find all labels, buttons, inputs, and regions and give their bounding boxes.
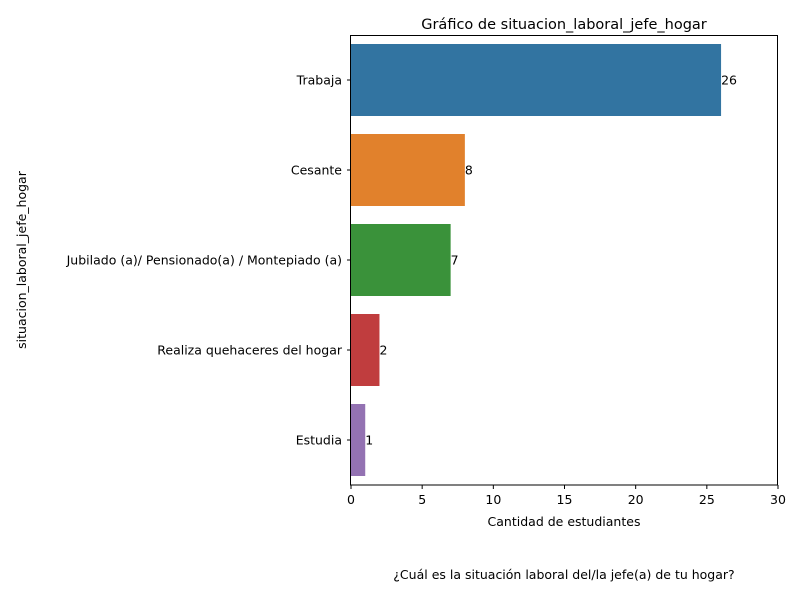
y-tick-label: Cesante [291,163,342,178]
x-tick-label: 0 [347,492,355,507]
bar-group: 26 8 7 2 1 [351,44,737,476]
y-tick-label: Trabaja [296,73,342,88]
data-label: 26 [721,73,737,88]
y-axis-label: situacion_laboral_jefe_hogar [14,170,29,349]
x-tick-label: 15 [557,492,573,507]
data-label: 8 [465,163,473,178]
y-tick-label: Jubilado (a)/ Pensionado(a) / Montepiado… [66,253,342,268]
x-tick-label: 30 [770,492,786,507]
chart-title: Gráfico de situacion_laboral_jefe_hogar [421,17,707,33]
x-tick-label: 20 [628,492,644,507]
x-axis-label: Cantidad de estudiantes [488,514,641,529]
x-tick-group: 0 5 10 15 20 25 30 [347,485,786,507]
x-tick-label: 10 [485,492,501,507]
y-tick-label: Realiza quehaceres del hogar [157,343,343,358]
bar [351,404,366,476]
bar [351,314,380,386]
data-label: 2 [379,343,387,358]
data-label: 1 [365,433,373,448]
bar [351,44,722,116]
data-label: 7 [451,253,459,268]
plot-frame [350,35,778,486]
chart-caption: ¿Cuál es la situación laboral del/la jef… [393,567,734,582]
bar [351,134,465,206]
x-tick-label: 25 [699,492,715,507]
bar [351,224,451,296]
y-tick-label-group: Trabaja Cesante Jubilado (a)/ Pensionado(a… [66,73,351,448]
x-tick-label: 5 [418,492,426,507]
y-tick-label: Estudia [296,433,342,448]
